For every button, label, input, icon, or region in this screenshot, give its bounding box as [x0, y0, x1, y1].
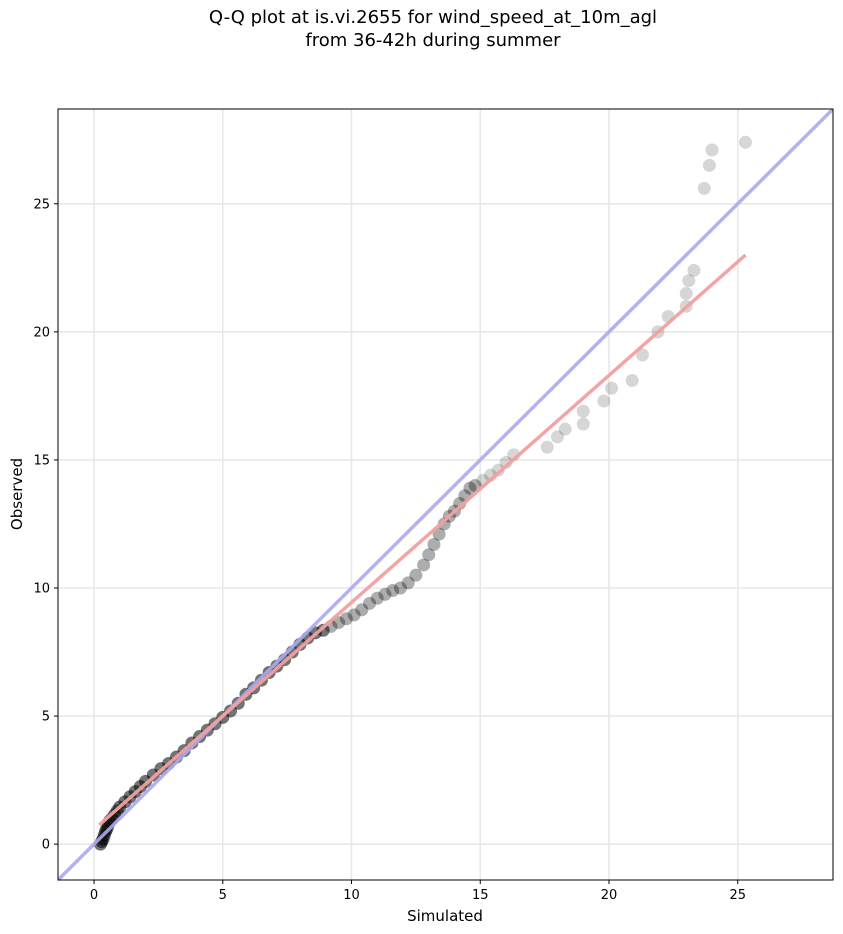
data-point — [605, 381, 619, 395]
data-point — [687, 263, 701, 277]
data-point — [682, 274, 696, 288]
axis-ticks: 0 5 10 15 20 25 0 5 10 15 20 25 — [33, 197, 746, 903]
x-tick-label: 15 — [472, 888, 489, 903]
y-tick-label: 10 — [33, 581, 50, 596]
chart-title-line-2: from 36-42h during summer — [305, 30, 561, 51]
data-point — [635, 348, 649, 362]
x-tick-label: 10 — [343, 888, 360, 903]
x-tick-label: 25 — [729, 888, 746, 903]
data-point — [363, 596, 377, 610]
data-point — [597, 394, 611, 408]
data-point — [697, 181, 711, 195]
x-axis-label: Simulated — [407, 907, 483, 925]
y-tick-label: 20 — [33, 325, 50, 340]
regression-line — [98, 253, 747, 827]
data-point — [393, 581, 407, 595]
data-point — [576, 417, 590, 431]
data-point — [540, 440, 554, 454]
y-tick-label: 15 — [33, 453, 50, 468]
data-point — [339, 612, 353, 626]
data-point — [437, 517, 451, 531]
data-point — [386, 584, 400, 598]
data-point — [417, 558, 431, 572]
y-tick-label: 0 — [42, 838, 50, 853]
chart-title: Q-Q plot at is.vi.2655 for wind_speed_at… — [0, 6, 843, 52]
plot-frame — [57, 108, 834, 881]
data-point — [705, 143, 719, 157]
data-point — [409, 568, 423, 582]
data-point — [378, 587, 392, 601]
identity-line — [58, 109, 833, 880]
data-point — [738, 135, 752, 149]
data-point — [355, 603, 369, 617]
x-tick-label: 5 — [219, 888, 227, 903]
data-point — [625, 374, 639, 388]
y-axis-label: Observed — [8, 458, 26, 530]
data-point — [347, 608, 361, 622]
y-tick-label: 5 — [42, 710, 50, 725]
data-point — [491, 463, 505, 477]
x-tick-label: 0 — [90, 888, 98, 903]
data-point — [332, 616, 346, 630]
reference-lines — [58, 109, 833, 880]
data-point — [401, 576, 415, 590]
y-tick-label: 25 — [33, 197, 50, 212]
data-point — [422, 548, 436, 562]
grid-lines — [58, 109, 833, 880]
data-point — [370, 591, 384, 605]
data-point — [453, 496, 467, 510]
data-point — [679, 286, 693, 300]
data-point — [463, 481, 477, 495]
data-point — [499, 455, 513, 469]
data-point — [576, 404, 590, 418]
data-point — [427, 537, 441, 551]
data-point — [551, 430, 565, 444]
chart-title-line-1: Q-Q plot at is.vi.2655 for wind_speed_at… — [208, 7, 658, 28]
x-tick-label: 20 — [601, 888, 618, 903]
data-point — [316, 623, 330, 637]
data-point — [558, 422, 572, 436]
data-point — [702, 158, 716, 172]
data-point — [432, 527, 446, 541]
